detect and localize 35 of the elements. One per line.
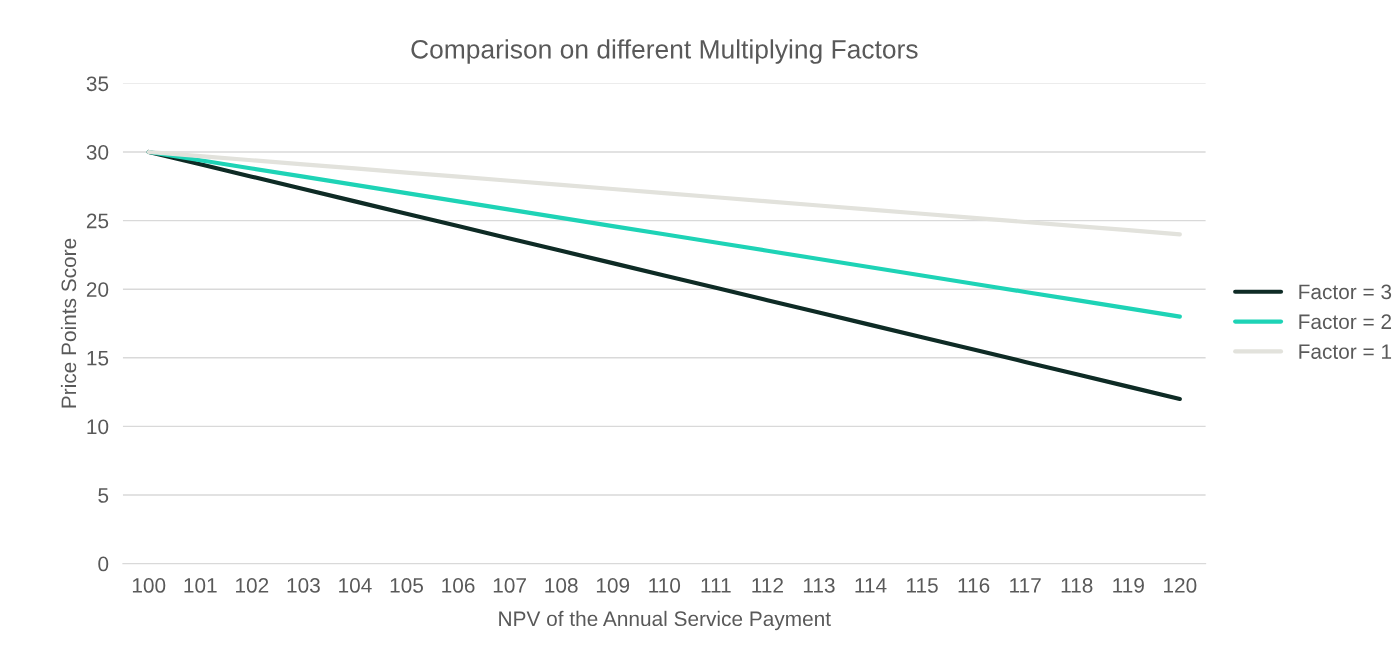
- x-tick-label: 117: [1010, 578, 1041, 593]
- legend-label: Factor = 3: [1299, 284, 1392, 300]
- y-tick-label: 35: [86, 76, 109, 92]
- x-tick-label: 106: [442, 578, 475, 593]
- y-tick-label: 20: [86, 282, 109, 297]
- x-tick-label: 109: [596, 578, 630, 593]
- x-tick-label: 120: [1164, 578, 1197, 593]
- y-tick-label: 25: [86, 213, 109, 229]
- y-axis-title: Price Points Score: [60, 238, 77, 408]
- x-tick-label: 115: [907, 578, 938, 593]
- x-tick-label: 102: [236, 578, 269, 593]
- x-tick-label: 112: [752, 578, 783, 593]
- x-tick-label: 116: [958, 578, 990, 593]
- y-tick-label: 15: [87, 351, 109, 366]
- chart-title: Comparison on different Multiplying Factors: [411, 39, 918, 64]
- x-tick-label: 104: [339, 578, 372, 593]
- x-tick-label: 119: [1113, 578, 1144, 593]
- x-tick-label: 118: [1061, 578, 1093, 593]
- x-tick-label: 101: [184, 578, 217, 593]
- x-tick-label: 113: [803, 578, 835, 593]
- y-tick-label: 30: [86, 144, 109, 160]
- x-tick-label: 114: [855, 578, 887, 593]
- legend-label: Factor = 1: [1299, 344, 1392, 359]
- x-axis-title: NPV of the Annual Service Payment: [499, 610, 831, 631]
- y-tick-label: 5: [98, 488, 109, 503]
- x-tick-label: 107: [493, 578, 526, 593]
- y-tick-label: 10: [87, 419, 109, 435]
- y-tick-label: 0: [98, 556, 109, 572]
- x-tick-label: 100: [132, 578, 166, 593]
- x-tick-label: 103: [287, 578, 320, 593]
- x-tick-label: 105: [390, 578, 423, 593]
- x-tick-label: 110: [649, 578, 681, 593]
- legend-label: Factor = 2: [1299, 314, 1392, 330]
- x-tick-label: 108: [545, 578, 578, 593]
- x-tick-label: 111: [701, 578, 731, 593]
